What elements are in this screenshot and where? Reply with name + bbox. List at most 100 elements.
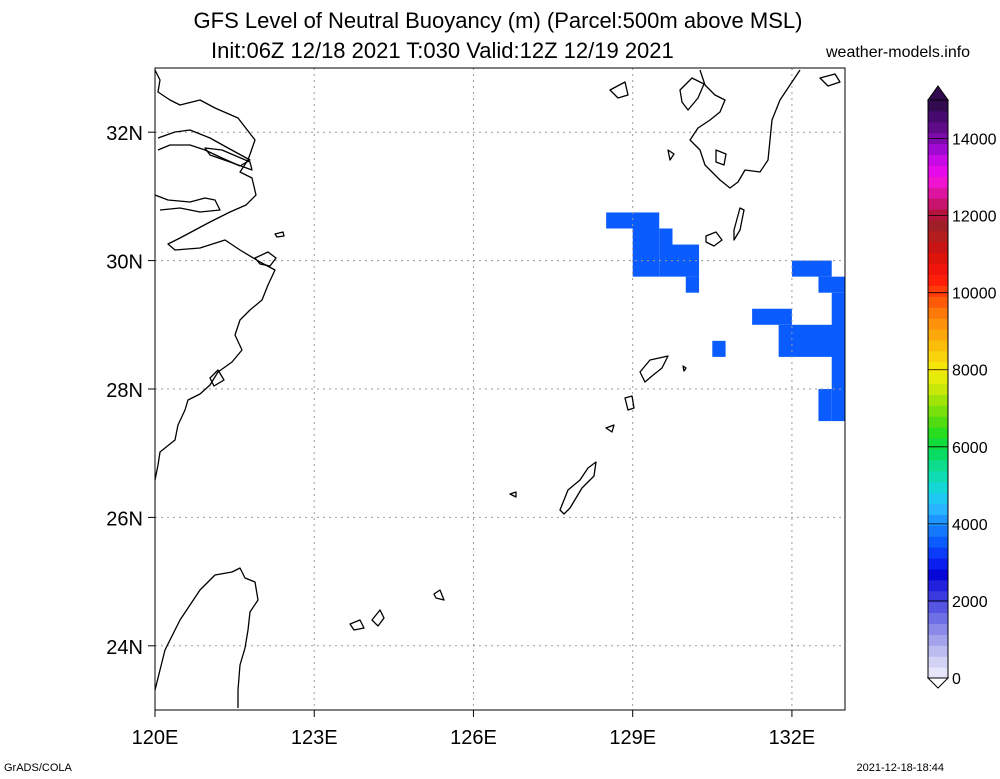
shaded-cells (606, 212, 845, 422)
shaded-cell (659, 228, 673, 277)
shaded-cell (712, 340, 726, 357)
colorbar-swatch (928, 165, 948, 177)
colorbar: 0 2000 4000 6000 8000 10000 12000 14000 (926, 85, 997, 689)
island-small-1 (274, 231, 285, 238)
lon-tick-label: 126E (450, 727, 497, 749)
colorbar-label: 8000 (952, 363, 988, 380)
colorbar-swatch (928, 209, 948, 221)
coastline-kyushu (689, 69, 801, 189)
shaded-cell (606, 212, 660, 229)
colorbar-swatch (928, 448, 948, 461)
lat-tick-label: 30N (106, 252, 143, 274)
island-tanegashima (733, 207, 745, 241)
colorbar-swatch (928, 438, 948, 450)
shaded-cell (632, 228, 660, 277)
colorbar-swatch (928, 121, 948, 134)
colorbar-swatch (928, 329, 948, 341)
island-ishigaki (371, 609, 385, 627)
shaded-cell (685, 276, 700, 293)
coastline-nagasaki (819, 73, 841, 87)
colorbar-label: 6000 (952, 440, 988, 457)
colorbar-swatch (928, 274, 948, 286)
colorbar-swatch (928, 296, 948, 308)
lon-tick-label: 132E (769, 727, 816, 749)
colorbar-swatch (928, 536, 948, 548)
lon-tick-label: 129E (609, 727, 656, 749)
coastline-amakusa (679, 77, 705, 111)
colorbar-swatch (928, 656, 948, 668)
island-kume (509, 491, 517, 498)
island-tokunoshima (624, 395, 635, 411)
colorbar-swatch (928, 503, 948, 515)
colorbar-swatch (928, 187, 948, 199)
colorbar-swatch (928, 252, 948, 265)
colorbar-swatch (928, 470, 948, 483)
lat-tick-label: 26N (106, 508, 143, 530)
colorbar-swatch (928, 241, 948, 254)
colorbar-label: 0 (952, 671, 961, 688)
shaded-cell (818, 276, 845, 293)
coastlines (154, 69, 841, 708)
island-yakushima (705, 231, 723, 247)
colorbar-swatch (928, 110, 948, 123)
colorbar-swatch (928, 361, 948, 374)
coastline-taiwan (154, 567, 259, 708)
coastline-chongming (204, 147, 253, 171)
island-amami (639, 355, 669, 383)
colorbar-swatch (928, 318, 948, 330)
shaded-cell (752, 308, 792, 325)
island-iriomote (349, 619, 365, 631)
grads-credit: GrADS/COLA (4, 762, 72, 774)
island-small-3 (682, 365, 687, 372)
colorbar-swatch (928, 492, 948, 505)
colorbar-label: 12000 (952, 209, 997, 226)
colorbar-label: 2000 (952, 594, 988, 611)
coastline-yangtze (157, 129, 251, 167)
shaded-cell (818, 389, 832, 422)
colorbar-swatch (928, 514, 948, 526)
lat-tick-label: 28N (106, 380, 143, 402)
lon-tick-label: 123E (291, 727, 338, 749)
colorbar-swatch (928, 481, 948, 494)
lat-tick-label: 24N (106, 637, 143, 659)
colorbar-swatch (928, 394, 948, 406)
colorbar-swatch (928, 645, 948, 657)
island-zhoushan (254, 251, 277, 267)
grid-lines (155, 68, 845, 710)
colorbar-swatch (928, 285, 948, 297)
colorbar-label: 4000 (952, 517, 988, 534)
shaded-cell (791, 260, 832, 277)
colorbar-swatch (928, 459, 948, 472)
colorbar-swatch (928, 154, 948, 166)
colorbar-swatch (928, 547, 948, 559)
colorbar-swatch (928, 230, 948, 243)
coastline-china (154, 69, 276, 481)
colorbar-swatch (928, 405, 948, 417)
colorbar-swatch (928, 219, 948, 232)
colorbar-min-arrow (926, 677, 950, 689)
colorbar-swatch (928, 558, 948, 570)
colorbar-swatch (928, 339, 948, 352)
colorbar-swatch (928, 383, 948, 395)
colorbar-swatch (928, 427, 948, 439)
colorbar-swatch (928, 634, 948, 646)
shaded-cell (831, 292, 845, 422)
island-small-2 (209, 369, 225, 387)
coastline-kagoshima (715, 149, 727, 166)
lat-axis: 24N 26N 28N 30N 32N (106, 123, 155, 659)
colorbar-swatch (928, 372, 948, 385)
colorbar-swatch (928, 568, 948, 581)
colorbar-swatch (928, 525, 948, 537)
island-okinawa (559, 461, 597, 515)
lon-tick-label: 120E (132, 727, 179, 749)
island-miyako (433, 589, 445, 601)
lon-axis: 120E 123E 126E 129E 132E (132, 710, 816, 749)
colorbar-swatch (928, 307, 948, 319)
colorbar-swatch (928, 176, 948, 188)
colorbar-swatch (928, 263, 948, 275)
lat-tick-label: 32N (106, 123, 143, 145)
coastline-kyushu-west (609, 81, 629, 99)
map-subtitle: Init:06Z 12/18 2021 T:030 Valid:12Z 12/1… (211, 38, 674, 63)
colorbar-swatch (928, 612, 948, 624)
colorbar-swatch (928, 601, 948, 614)
